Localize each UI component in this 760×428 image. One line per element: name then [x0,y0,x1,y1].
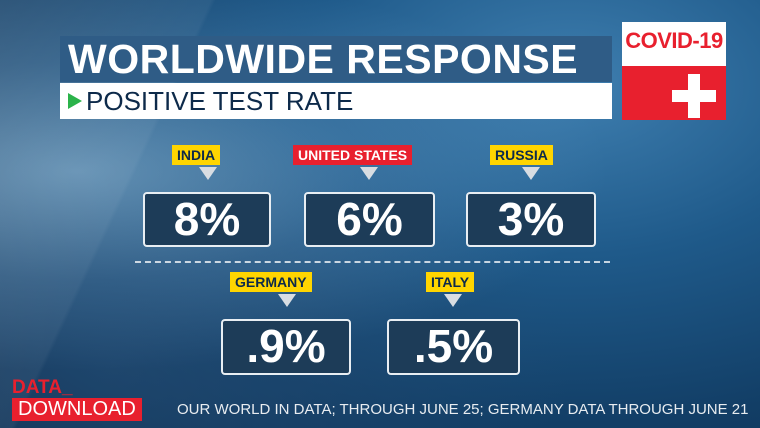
value-box-germany: .9% [221,319,351,375]
country-label-russia: RUSSIA [490,145,553,165]
pointer-down-icon [444,294,462,307]
covid-badge: COVID-19 [622,22,726,120]
pointer-down-icon [278,294,296,307]
country-label-india: INDIA [172,145,221,165]
value-box-india: 8% [143,192,271,247]
arrow-right-icon [68,93,82,109]
subtitle-text: POSITIVE TEST RATE [86,86,354,116]
value-box-italy: .5% [387,319,520,375]
brand-logo-top: DATA_ [12,377,73,398]
page-title: WORLDWIDE RESPONSE [60,36,612,82]
value-box-united-states: 6% [304,192,435,247]
pointer-down-icon [199,167,217,180]
covid-badge-text: COVID-19 [625,28,723,53]
source-caption: OUR WORLD IN DATA; THROUGH JUNE 25; GERM… [177,401,749,418]
pointer-down-icon [360,167,378,180]
brand-logo-bottom: DOWNLOAD [12,398,142,421]
value-box-russia: 3% [466,192,596,247]
country-label-germany: GERMANY [230,272,312,292]
country-label-italy: ITALY [426,272,475,292]
country-label-united-states: UNITED STATES [293,145,413,165]
page-subtitle: POSITIVE TEST RATE [60,83,612,119]
divider [135,261,610,263]
brand-logo: DATA_ [12,378,73,398]
pointer-down-icon [522,167,540,180]
plus-icon-bar [672,90,716,102]
